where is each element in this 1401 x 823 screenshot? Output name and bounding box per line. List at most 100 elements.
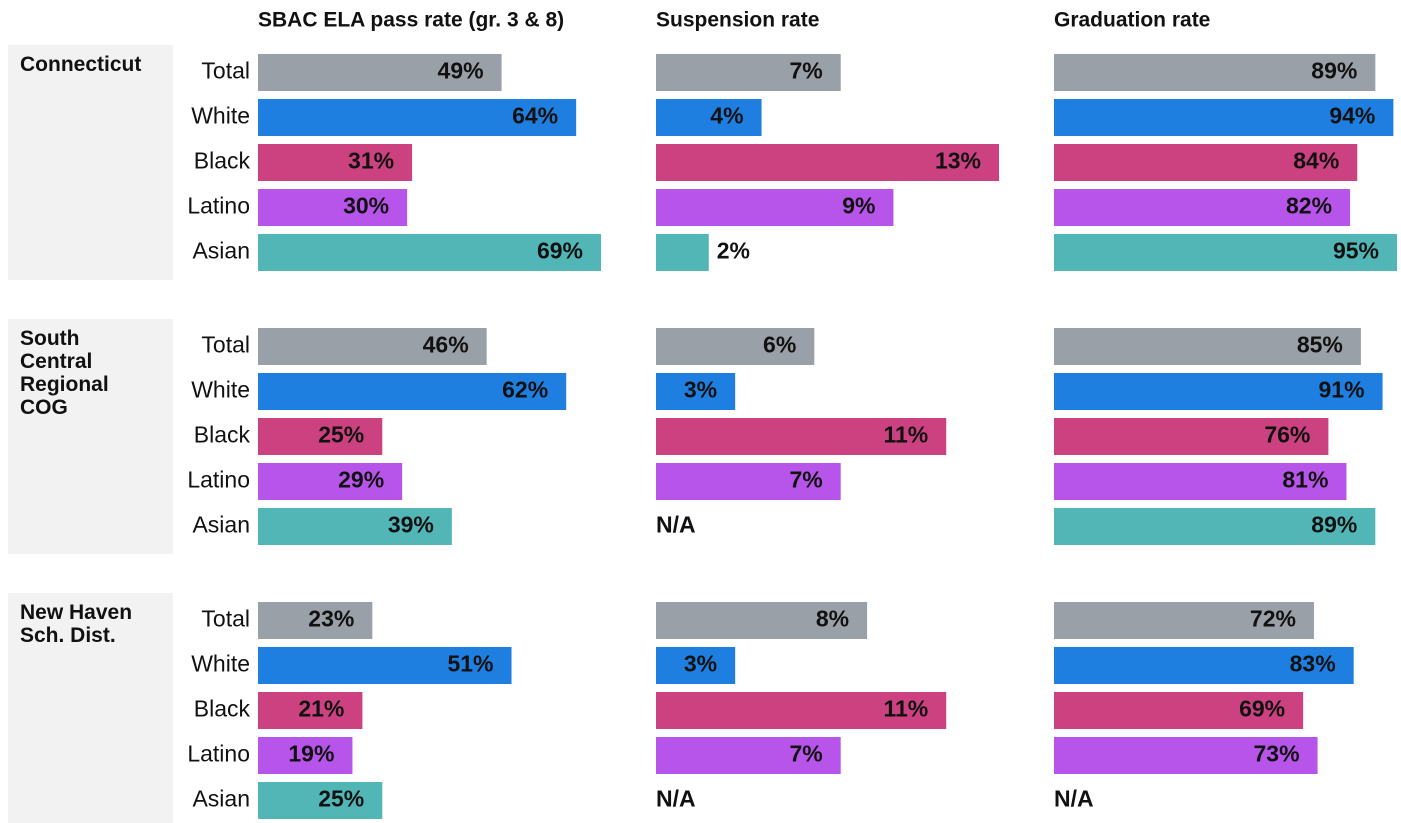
bar — [258, 99, 577, 136]
value-label: 2% — [717, 238, 750, 264]
category-label: Black — [194, 148, 251, 174]
value-label: 7% — [789, 741, 822, 767]
value-label: 29% — [338, 467, 384, 493]
category-label: Asian — [192, 238, 250, 264]
category-label: Total — [201, 332, 250, 358]
region-box — [8, 45, 173, 280]
bar — [656, 373, 736, 410]
value-label: 7% — [789, 58, 822, 84]
bar — [258, 602, 373, 639]
bar — [1054, 99, 1394, 136]
bar — [1054, 189, 1351, 226]
value-label: 94% — [1329, 103, 1375, 129]
value-label: 49% — [438, 58, 484, 84]
column-title: Graduation rate — [1054, 9, 1210, 32]
bar — [258, 144, 413, 181]
value-label: 19% — [288, 741, 334, 767]
bar — [1054, 602, 1314, 639]
bar — [1054, 692, 1304, 729]
category-label: Latino — [187, 193, 250, 219]
bar — [656, 692, 947, 729]
value-label: 83% — [1290, 651, 1336, 677]
value-label: 89% — [1311, 58, 1357, 84]
bar — [656, 189, 894, 226]
value-label: 25% — [318, 786, 364, 812]
category-label: Black — [194, 422, 251, 448]
na-label: N/A — [656, 786, 696, 812]
value-label: 89% — [1311, 512, 1357, 538]
bar — [656, 54, 841, 91]
value-label: 51% — [447, 651, 493, 677]
value-label: 30% — [343, 193, 389, 219]
value-label: 11% — [883, 696, 928, 722]
column-title: SBAC ELA pass rate (gr. 3 & 8) — [258, 9, 564, 32]
value-label: 31% — [348, 148, 394, 174]
value-label: 82% — [1286, 193, 1332, 219]
value-label: 69% — [537, 238, 583, 264]
bar — [1054, 463, 1347, 500]
bar — [1054, 54, 1376, 91]
bar — [258, 234, 601, 271]
bar — [656, 328, 815, 365]
bar — [258, 189, 408, 226]
value-label: 25% — [318, 422, 364, 448]
value-label: 64% — [512, 103, 558, 129]
value-label: 85% — [1297, 332, 1343, 358]
bar — [258, 692, 363, 729]
region-name: South Central Regional COG — [20, 327, 109, 419]
category-label: Latino — [187, 741, 250, 767]
value-label: 21% — [298, 696, 344, 722]
bar — [656, 463, 841, 500]
bar — [1054, 647, 1354, 684]
value-label: 73% — [1254, 741, 1300, 767]
bar — [258, 328, 487, 365]
value-label: 39% — [388, 512, 434, 538]
region-box — [8, 319, 173, 554]
category-label: White — [191, 103, 250, 129]
bar — [258, 782, 383, 819]
bar — [656, 234, 709, 271]
value-label: 13% — [935, 148, 981, 174]
bar — [1054, 328, 1361, 365]
bar — [1054, 234, 1397, 271]
bar — [258, 508, 452, 545]
category-label: Asian — [192, 786, 250, 812]
bar — [258, 54, 502, 91]
value-label: 46% — [423, 332, 469, 358]
category-label: Total — [201, 606, 250, 632]
bar — [656, 737, 841, 774]
value-label: 62% — [502, 377, 548, 403]
na-label: N/A — [656, 512, 696, 538]
region-name: Connecticut — [20, 53, 142, 76]
bar — [1054, 144, 1358, 181]
bar — [258, 647, 512, 684]
bar — [1054, 418, 1329, 455]
bar — [1054, 508, 1376, 545]
value-label: 69% — [1239, 696, 1285, 722]
region-box — [8, 593, 173, 823]
value-label: 72% — [1250, 606, 1296, 632]
value-label: 7% — [789, 467, 822, 493]
value-label: 23% — [308, 606, 354, 632]
bar — [656, 602, 868, 639]
value-label: 3% — [684, 377, 717, 403]
bar — [258, 737, 353, 774]
bar — [656, 144, 999, 181]
column-title: Suspension rate — [656, 9, 819, 32]
category-label: White — [191, 651, 250, 677]
value-label: 91% — [1319, 377, 1365, 403]
bar — [258, 373, 567, 410]
value-label: 9% — [842, 193, 875, 219]
category-label: Total — [201, 58, 250, 84]
bar — [1054, 373, 1383, 410]
value-label: 8% — [816, 606, 849, 632]
bar — [1054, 737, 1318, 774]
value-label: 81% — [1282, 467, 1328, 493]
value-label: 11% — [883, 422, 928, 448]
value-label: 95% — [1333, 238, 1379, 264]
region-name: New Haven Sch. Dist. — [20, 601, 133, 647]
value-label: 76% — [1264, 422, 1310, 448]
na-label: N/A — [1054, 786, 1094, 812]
